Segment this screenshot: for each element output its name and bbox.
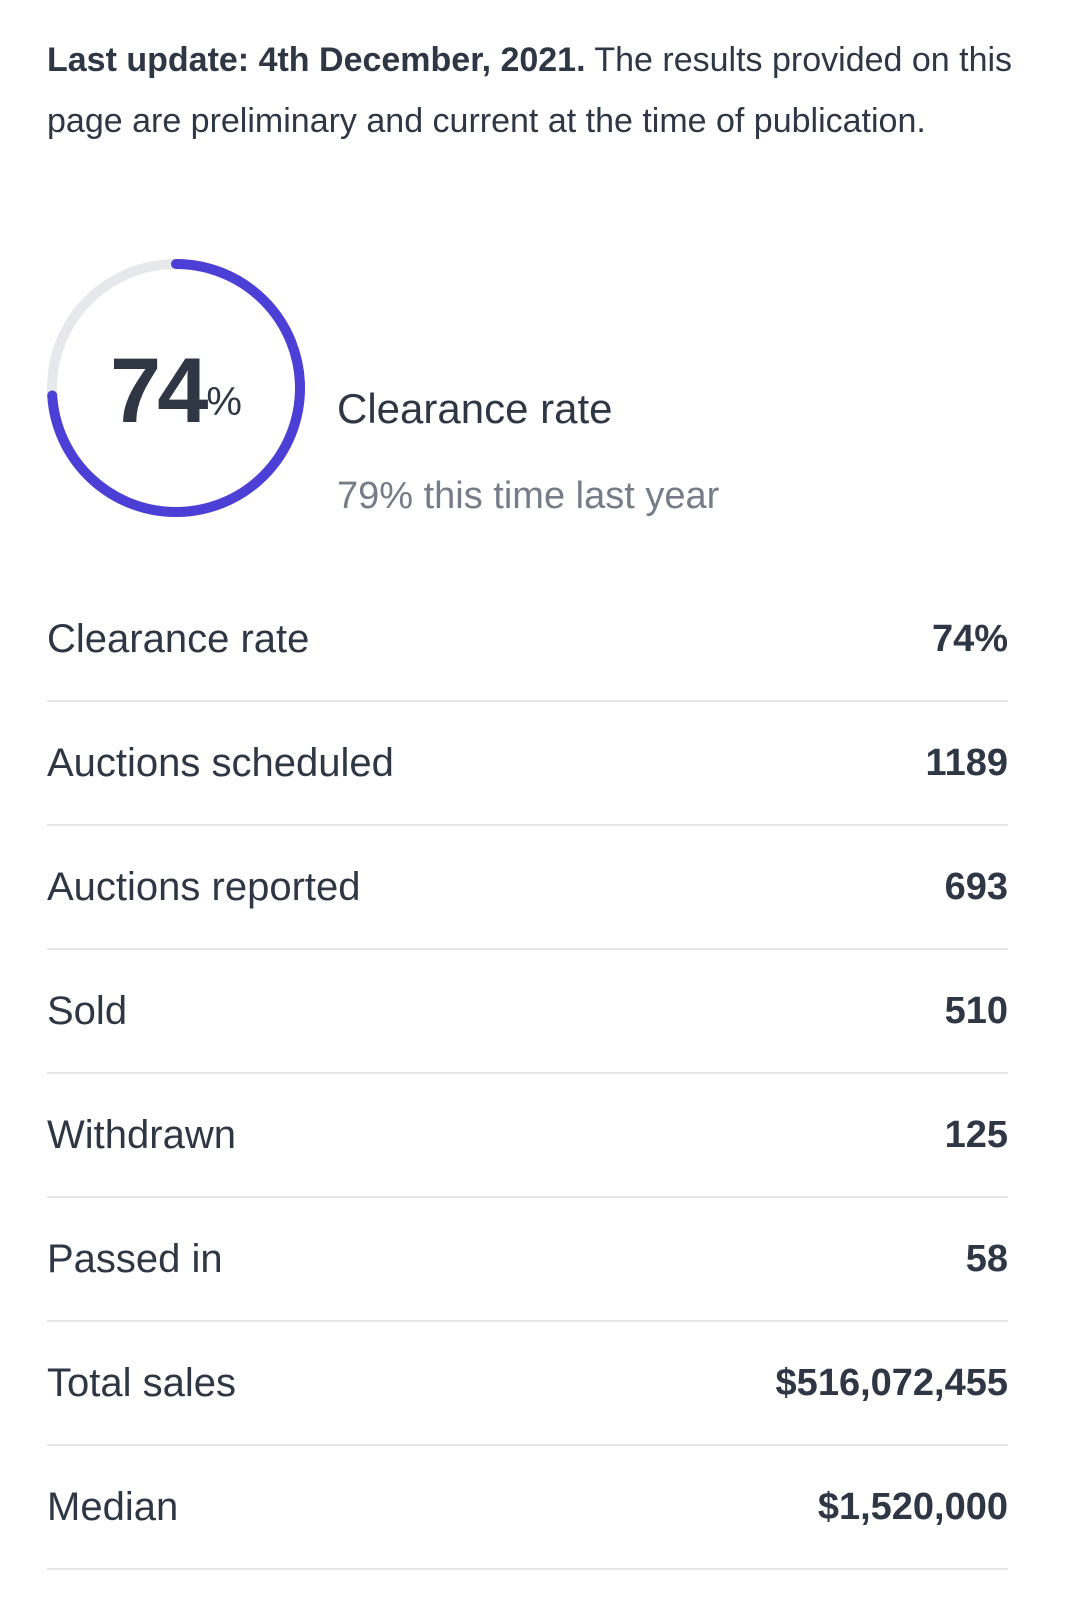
stat-row-auctions-scheduled: Auctions scheduled 1189 [47, 702, 1008, 826]
summary-title: Clearance rate [337, 385, 613, 432]
summary-subtitle: 79% this time last year [337, 475, 720, 517]
stat-label: Withdrawn [47, 1112, 236, 1157]
stat-row-median: Median $1,520,000 [47, 1446, 1008, 1570]
clearance-rate-ring: 74 % [44, 256, 308, 520]
update-disclaimer: The results provided on this page are pr… [47, 41, 1013, 140]
stat-label: Passed in [47, 1236, 223, 1281]
ring-unit: % [206, 380, 242, 424]
stat-value: 74% [931, 617, 1008, 660]
stat-row-withdrawn: Withdrawn 125 [47, 1074, 1008, 1198]
stat-label: Auctions scheduled [47, 740, 394, 785]
stat-label: Total sales [47, 1360, 236, 1405]
stat-value: $1,520,000 [817, 1485, 1008, 1528]
stat-value: $516,072,455 [775, 1361, 1008, 1404]
stat-row-clearance-rate: Clearance rate 74% [47, 578, 1008, 702]
stat-value: 58 [965, 1237, 1008, 1280]
stat-row-auctions-reported: Auctions reported 693 [47, 826, 1008, 950]
stat-label: Clearance rate [47, 616, 310, 661]
ring-value: 74 [110, 340, 208, 442]
ring-label: 74 % [44, 256, 308, 520]
stat-label: Median [47, 1484, 179, 1529]
stat-label: Auctions reported [47, 864, 361, 909]
stat-row-sold: Sold 510 [47, 950, 1008, 1074]
stat-value: 125 [944, 1113, 1008, 1156]
clearance-rate-ring-graphic [47, 259, 305, 517]
update-date: Last update: 4th December, 2021. [47, 41, 586, 79]
stats-table: Clearance rate 74% Auctions scheduled 11… [47, 578, 1008, 1570]
stat-row-passed-in: Passed in 58 [47, 1198, 1008, 1322]
update-note: Last update: 4th December, 2021. The res… [47, 30, 1032, 152]
stat-row-total-sales: Total sales $516,072,455 [47, 1322, 1008, 1446]
stat-value: 510 [944, 989, 1008, 1032]
stat-label: Sold [47, 988, 128, 1033]
stat-value: 693 [944, 865, 1008, 908]
stat-value: 1189 [925, 741, 1008, 784]
ring-progress [47, 259, 305, 517]
